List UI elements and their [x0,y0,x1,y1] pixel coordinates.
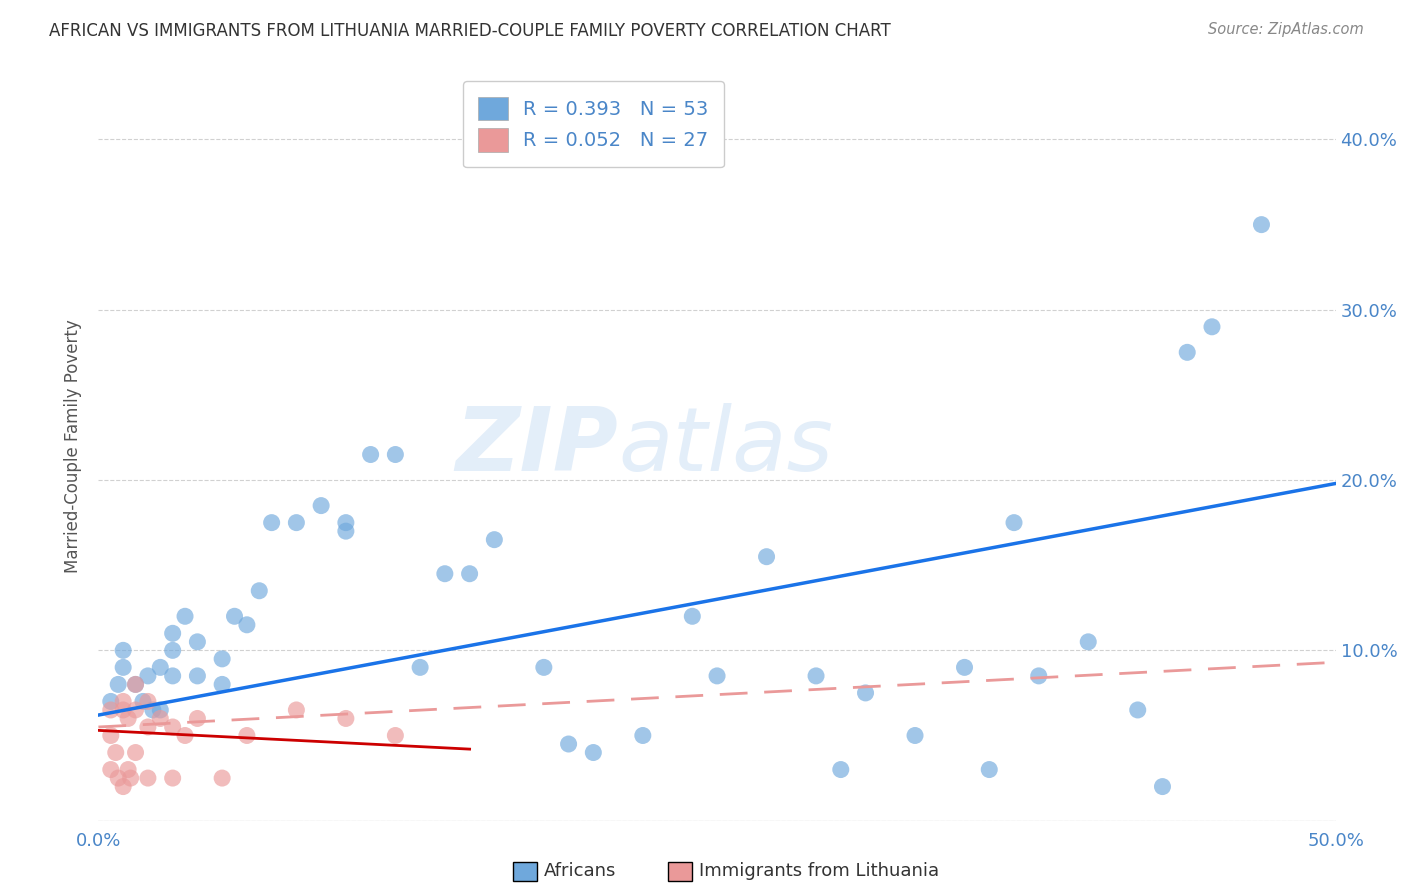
Point [186,635,208,649]
Point [260,516,283,530]
Point [112,694,135,708]
Point [107,677,129,691]
Point [458,566,481,581]
Point [1002,516,1025,530]
Point [162,771,184,785]
Point [112,703,135,717]
Point [124,703,146,717]
Point [117,711,139,725]
Point [384,729,406,743]
Text: Africans: Africans [544,863,616,880]
Point [1077,635,1099,649]
Point [804,669,827,683]
Point [335,711,357,725]
Point [360,448,382,462]
Point [186,669,208,683]
Point [100,729,122,743]
Point [100,703,122,717]
Point [335,524,357,538]
Point [136,694,159,708]
Point [224,609,246,624]
Point [904,729,927,743]
Point [211,677,233,691]
Point [100,763,122,777]
Point [285,703,308,717]
Point [149,703,172,717]
Point [247,583,270,598]
Point [1028,669,1050,683]
Point [1250,218,1272,232]
Point [211,652,233,666]
Point [136,771,159,785]
Point [107,771,129,785]
Point [1126,703,1149,717]
Point [979,763,1001,777]
Point [335,516,357,530]
Point [236,729,259,743]
Point [582,746,605,760]
Point [755,549,778,564]
Point [112,660,135,674]
Point [1201,319,1223,334]
Point [142,703,165,717]
Point [681,609,703,624]
Point [174,729,197,743]
Point [112,780,135,794]
Point [1175,345,1198,359]
Point [124,677,146,691]
Point [186,711,208,725]
Point [533,660,555,674]
Point [1152,780,1174,794]
Point [117,763,139,777]
Y-axis label: Married-Couple Family Poverty: Married-Couple Family Poverty [65,319,83,573]
Point [124,746,146,760]
Point [136,720,159,734]
Point [484,533,506,547]
Point [855,686,877,700]
Point [309,499,332,513]
Point [100,694,122,708]
Point [124,677,146,691]
Point [830,763,852,777]
Point [433,566,456,581]
Point [162,720,184,734]
Point [132,694,155,708]
Point [136,669,159,683]
Text: atlas: atlas [619,403,832,489]
Point [557,737,579,751]
Text: AFRICAN VS IMMIGRANTS FROM LITHUANIA MARRIED-COUPLE FAMILY POVERTY CORRELATION C: AFRICAN VS IMMIGRANTS FROM LITHUANIA MAR… [49,22,891,40]
Point [104,746,127,760]
Legend: R = 0.393   N = 53, R = 0.052   N = 27: R = 0.393 N = 53, R = 0.052 N = 27 [463,81,724,168]
Point [631,729,654,743]
Point [236,617,259,632]
Point [285,516,308,530]
Point [112,643,135,657]
Point [706,669,728,683]
Text: ZIP: ZIP [456,402,619,490]
Point [953,660,976,674]
Text: Source: ZipAtlas.com: Source: ZipAtlas.com [1208,22,1364,37]
Point [162,643,184,657]
Point [162,626,184,640]
Point [149,711,172,725]
Point [211,771,233,785]
Text: Immigrants from Lithuania: Immigrants from Lithuania [699,863,939,880]
Point [174,609,197,624]
Point [149,660,172,674]
Point [384,448,406,462]
Point [120,771,142,785]
Point [409,660,432,674]
Point [162,669,184,683]
